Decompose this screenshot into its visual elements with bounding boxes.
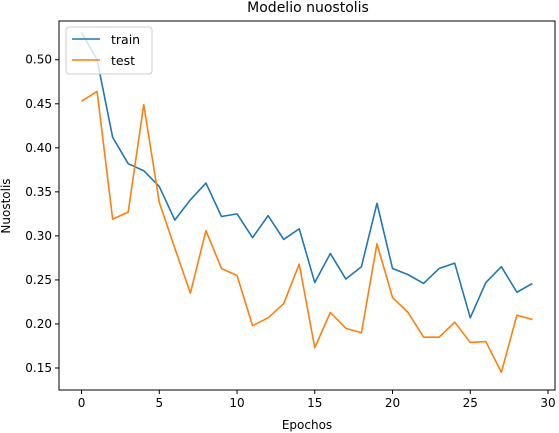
y-tick-label: 0.25 — [25, 273, 52, 287]
plot-frame — [58, 20, 556, 391]
chart-title: Modelio nuostolis — [247, 0, 369, 16]
y-tick-label: 0.15 — [25, 361, 52, 375]
x-tick-label: 25 — [463, 396, 478, 410]
legend: train test — [65, 26, 153, 75]
x-axis-title: Epochos — [282, 418, 332, 432]
y-tick-label: 0.50 — [25, 53, 52, 67]
plot-area — [80, 32, 533, 374]
series-line-train — [80, 32, 533, 319]
x-tick-label: 0 — [78, 396, 86, 410]
x-tick-label: 20 — [385, 396, 400, 410]
legend-label-train: train — [111, 32, 140, 47]
x-axis: 0 5 10 15 20 25 30 — [78, 390, 556, 410]
y-axis-title: Nuostolis — [0, 178, 13, 233]
y-tick-label: 0.45 — [25, 97, 52, 111]
y-axis: 0.15 0.20 0.25 0.30 0.35 0.40 0.45 0.50 — [25, 53, 59, 375]
x-tick-label: 15 — [307, 396, 322, 410]
y-tick-label: 0.30 — [25, 229, 52, 243]
y-tick-label: 0.35 — [25, 185, 52, 199]
x-tick-label: 5 — [155, 396, 163, 410]
legend-label-test: test — [111, 53, 135, 68]
y-tick-label: 0.20 — [25, 317, 52, 331]
x-tick-label: 10 — [229, 396, 244, 410]
series-line-test — [81, 90, 533, 374]
x-tick-label: 30 — [540, 396, 555, 410]
y-tick-label: 0.40 — [25, 141, 52, 155]
